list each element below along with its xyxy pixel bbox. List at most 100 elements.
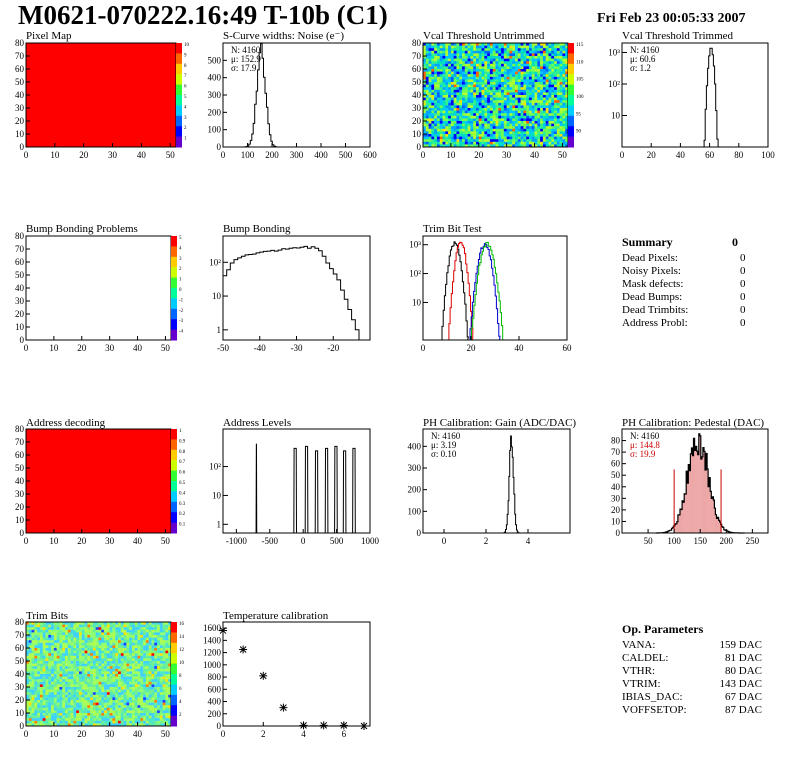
vcal-untrimmed-cell (523, 43, 527, 46)
vcal-untrimmed-cell (515, 61, 519, 65)
vcal-untrimmed-cell (459, 105, 463, 109)
vcal-untrimmed-cell (545, 136, 549, 140)
trim-bits-cell (92, 689, 97, 693)
ph-pedestal-fill (719, 521, 721, 533)
vcal-untrimmed-cell (501, 66, 505, 70)
trim-bits-cell (154, 635, 158, 638)
vcal-untrimmed-cell (540, 136, 544, 140)
trim-bits-cell (165, 710, 169, 714)
trim-bits-cell (168, 663, 172, 667)
vcal-untrimmed-cell (509, 66, 513, 70)
trim-bits-cell (159, 713, 163, 716)
vcal-untrimmed-cell (473, 136, 477, 140)
trim-bits-cell (65, 718, 69, 722)
trim-bits-cell (92, 655, 97, 659)
trim-bits-cell (51, 720, 55, 724)
trim-bits-cell (137, 687, 141, 690)
summary-row: Dead Bumps: 0 (622, 291, 752, 304)
trim-bits-cell (145, 666, 149, 670)
vcal-untrimmed-ytick-label: 10 (412, 129, 422, 139)
vcal-untrimmed-cell (445, 123, 449, 127)
vcal-untrimmed-cell (548, 45, 552, 49)
trim-bits-cell (109, 676, 113, 680)
trim-bits-cell (120, 624, 124, 628)
trim-bits-cell (145, 692, 149, 696)
vcal-untrimmed-cell (509, 53, 513, 57)
vcal-untrimmed-cell (498, 100, 502, 104)
bump-problems-palette-cell (171, 249, 177, 253)
trim-bits-cell (84, 694, 88, 698)
trim-bits-cell (159, 720, 163, 724)
trim-bits-cell (78, 645, 83, 649)
trim-bits-cell (129, 661, 133, 664)
trim-bits-cell (123, 668, 127, 672)
trim-bits-cell (148, 692, 152, 696)
trim-bits-cell (118, 715, 122, 719)
op-param-value: 81 DAC (725, 652, 762, 664)
vcal-untrimmed-cell (542, 58, 546, 62)
vcal-untrimmed-cell (425, 121, 429, 124)
bump-bonding-frame (222, 235, 371, 341)
vcal-untrimmed-cell (540, 92, 544, 96)
ph-pedestal-stat: μ: 144.8 (630, 440, 660, 450)
vcal-untrimmed-cell (492, 105, 496, 109)
vcal-untrimmed-cell (464, 79, 468, 83)
trim-bits-cell (159, 684, 163, 688)
trim-bits-cell (65, 676, 69, 680)
trim-bits-cell (56, 663, 60, 667)
bump-problems-palette-cell (171, 267, 177, 271)
trim-bits-cell (131, 635, 136, 638)
vcal-untrimmed-cell (520, 87, 524, 91)
vcal-untrimmed-cell (428, 45, 432, 49)
trim-bits-cell (131, 718, 136, 722)
vcal-untrimmed-cell (548, 92, 552, 96)
trim-bits-cell (59, 707, 63, 711)
vcal-untrimmed-cell (467, 136, 471, 140)
vcal-untrimmed-cell (506, 118, 510, 122)
vcal-untrimmed-cell (445, 89, 449, 93)
trim-bits-cell (162, 715, 166, 719)
trim-bits-cell (45, 689, 49, 693)
trim-bits-cell (53, 679, 57, 683)
trim-bits-cell (34, 661, 38, 664)
vcal-untrimmed-cell (456, 58, 460, 62)
vcal-untrimmed-cell (526, 102, 530, 106)
vcal-untrimmed-cell (462, 50, 466, 54)
vcal-untrimmed-cell (459, 61, 463, 65)
vcal-untrimmed-cell (526, 48, 530, 52)
trim-bits-cell (143, 648, 147, 651)
trim-bits-cell (67, 653, 71, 657)
vcal-untrimmed-cell (423, 128, 427, 132)
vcal-untrimmed-cell (548, 71, 552, 75)
trim-bits-cell (48, 668, 52, 672)
trim-bits-cell (62, 718, 66, 722)
vcal-untrimmed-cell (506, 110, 510, 114)
trim-bits-cell (87, 674, 91, 677)
vcal-untrimmed-cell (489, 115, 494, 119)
vcal-untrimmed-cell (501, 144, 505, 148)
trim-bits-cell (154, 671, 158, 675)
vcal-untrimmed-cell (520, 43, 524, 46)
vcal-untrimmed-cell (467, 66, 471, 70)
vcal-untrimmed-cell (425, 71, 429, 75)
trim-bits-cell (45, 694, 49, 698)
vcal-untrimmed-cell (509, 50, 513, 54)
trim-bits-cell (62, 666, 66, 670)
trim-bits-cell (26, 723, 30, 727)
vcal-untrimmed-cell (556, 89, 560, 93)
vcal-untrimmed-cell (562, 139, 566, 143)
trim-bits-cell (112, 635, 116, 638)
address-decoding-palette-cell (171, 488, 177, 492)
vcal-untrimmed-cell (478, 105, 482, 109)
vcal-untrimmed-cell (453, 66, 457, 70)
trim-bits-cell (90, 689, 94, 693)
trim-bits-cell (151, 661, 155, 664)
trim-bits-cell (62, 637, 66, 641)
trim-bits-cell (106, 679, 110, 683)
trim-bits-cell (84, 723, 88, 727)
trim-bits-cell (42, 622, 46, 625)
trim-bits-cell (73, 684, 77, 688)
vcal-untrimmed-cell (481, 43, 485, 46)
trim-bits-cell (37, 700, 41, 703)
address-decoding-palette-cell (171, 442, 177, 446)
